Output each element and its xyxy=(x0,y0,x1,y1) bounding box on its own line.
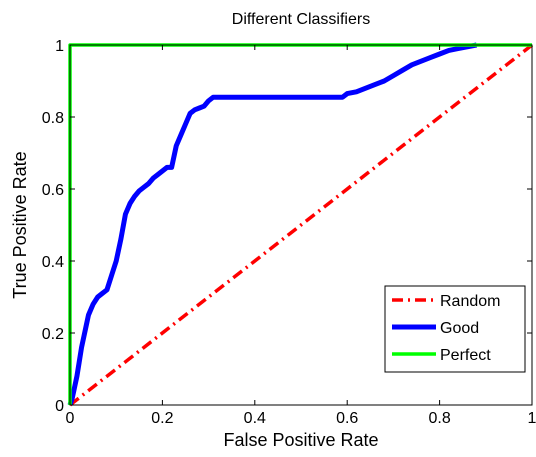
x-axis-label: False Positive Rate xyxy=(223,430,378,450)
y-tick-label: 0.8 xyxy=(42,110,64,127)
chart-title: Different Classifiers xyxy=(232,11,370,28)
x-tick-label: 0.6 xyxy=(336,410,358,427)
y-tick-label: 0.2 xyxy=(42,326,64,343)
y-tick-label: 1 xyxy=(55,38,64,55)
x-tick-label: 0 xyxy=(66,410,75,427)
x-tick-label: 0.8 xyxy=(428,410,450,427)
y-tick-label: 0.6 xyxy=(42,182,64,199)
y-tick-label: 0 xyxy=(55,398,64,415)
legend-label-random: Random xyxy=(440,293,500,310)
x-tick-label: 0.4 xyxy=(244,410,266,427)
y-tick-label: 0.4 xyxy=(42,254,64,271)
legend-label-good: Good xyxy=(440,320,479,337)
legend-label-perfect: Perfect xyxy=(440,347,491,364)
legend: Random Good Perfect xyxy=(385,286,525,372)
y-axis-label: True Positive Rate xyxy=(10,151,30,298)
x-tick-label: 0.2 xyxy=(151,410,173,427)
x-tick-label: 1 xyxy=(528,410,536,427)
